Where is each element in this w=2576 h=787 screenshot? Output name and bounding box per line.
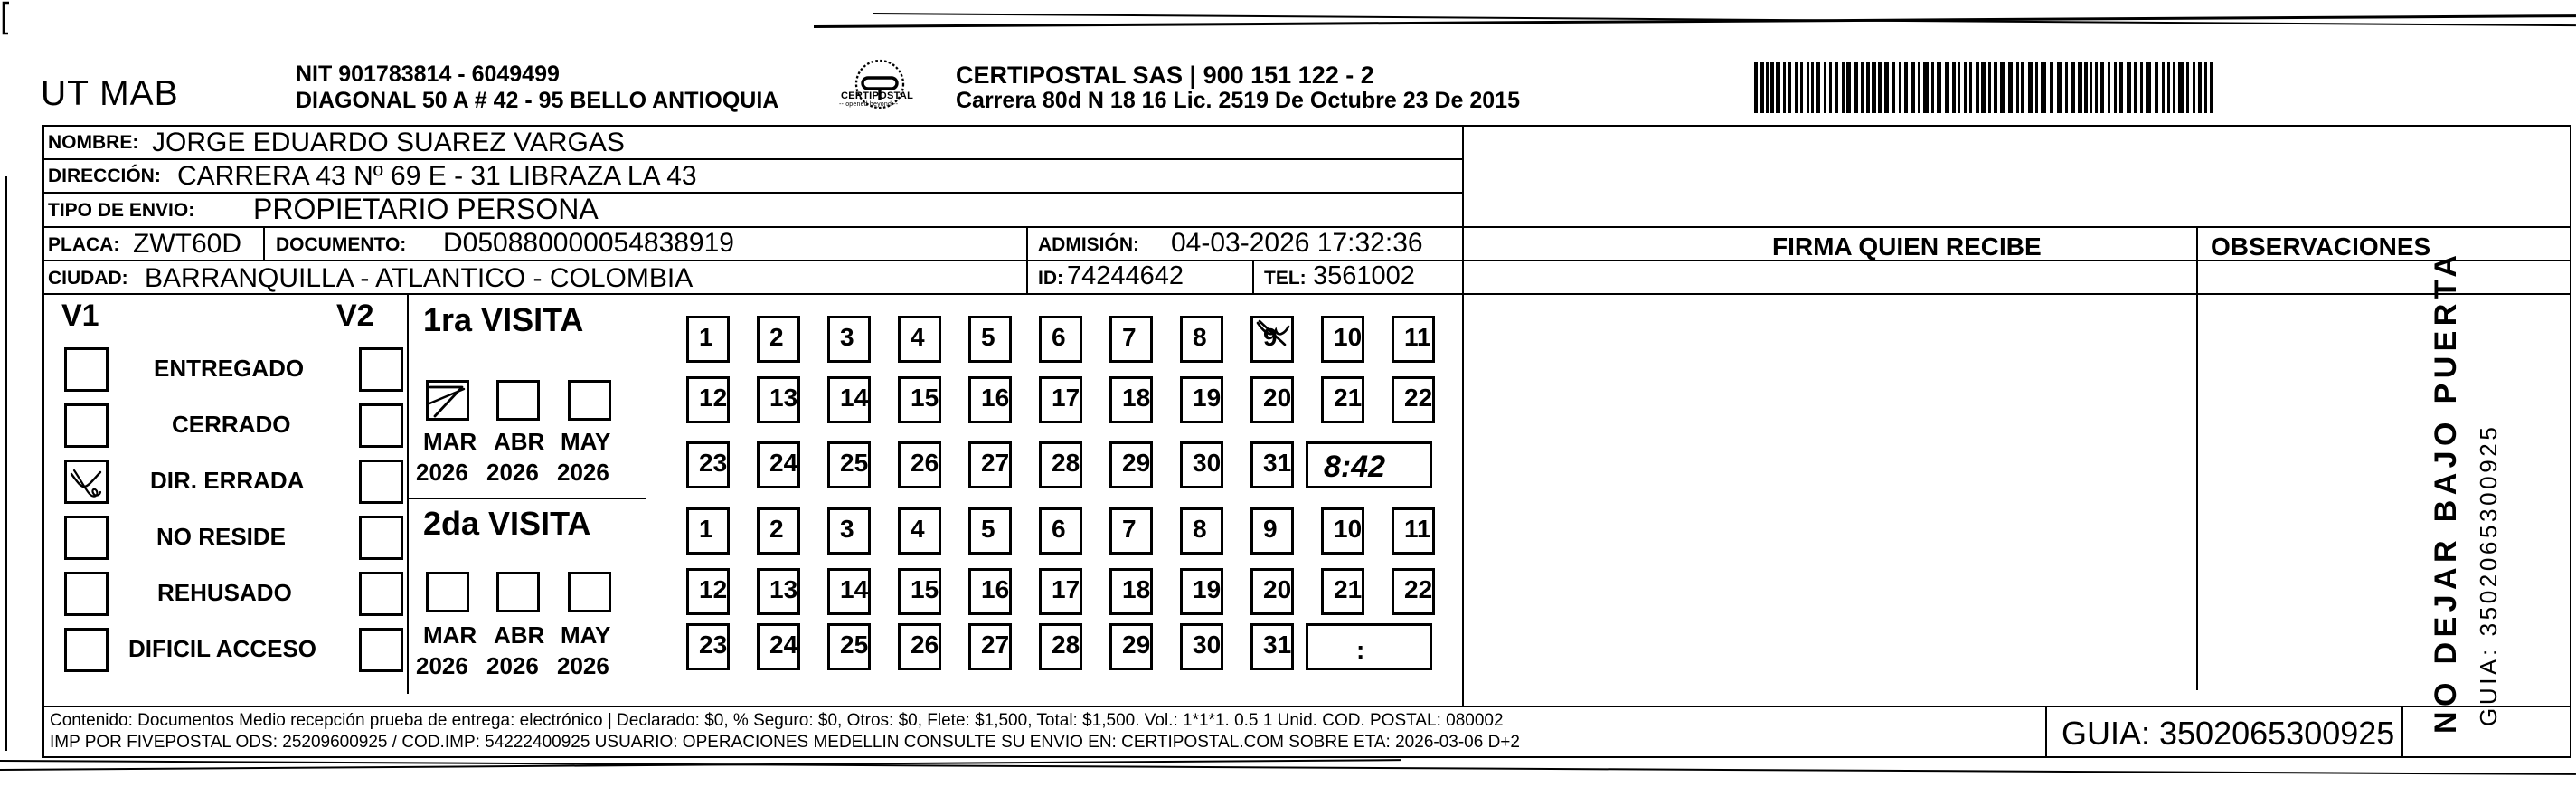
svg-text:8:42: 8:42 [1324,450,1385,484]
